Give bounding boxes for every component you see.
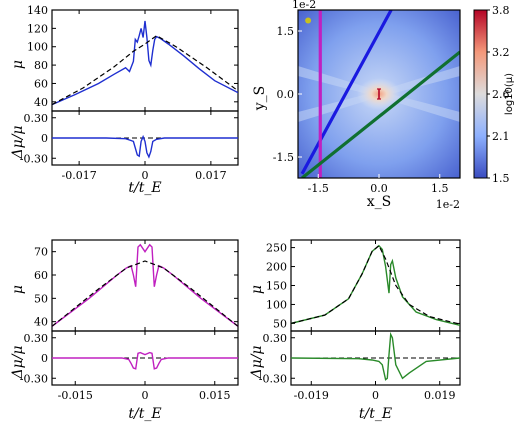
bottom-right-xtick-label: 0 (372, 389, 379, 402)
top-left-ytick-label: 40 (34, 96, 48, 109)
top-left-xtick-label: -0.017 (62, 169, 97, 182)
bottom-right-xtick-label: 0.019 (424, 389, 456, 402)
bottom-left-ytick-label: 70 (34, 246, 48, 259)
colorbar-tick-label: 2.6 (492, 88, 510, 101)
top-left-resid-ylabel: Δμ/μ (10, 125, 26, 159)
bottom-left-resid-ytick-label: 0 (41, 352, 48, 365)
map-ytick-label: -1.5 (273, 151, 294, 164)
source-track-line (300, 10, 393, 175)
bottom-right-xlabel: t/t_E (359, 406, 392, 422)
top-left-ytick-label: 120 (27, 22, 48, 35)
map-y-offset-label: 1e-2 (292, 0, 316, 11)
magnification-map (298, 10, 460, 178)
bottom-right-resid-ytick-label: 0.30 (263, 332, 288, 345)
bottom-right-lightcurve-line (291, 244, 460, 326)
bottom-right-resid-ylabel: Δμ/μ (249, 345, 265, 379)
bottom-right-ytick-label: 250 (266, 242, 287, 255)
bottom-right-ytick-label: 200 (266, 261, 287, 274)
bottom-right-ylabel: μ (249, 285, 265, 294)
colorbar-tick-label: 2.1 (492, 130, 510, 143)
bottom-left-main-axes-frame (51, 239, 239, 332)
bottom-left-ytick-label: 60 (34, 269, 48, 282)
bottom-left-ytick-label: 50 (34, 292, 48, 305)
bottom-right-model-dashed-line (291, 244, 460, 325)
colorbar-label: log10(μ) (504, 73, 515, 115)
bottom-left-resid-ytick-label: -0.30 (20, 372, 48, 385)
map-xtick-label: 1.5 (431, 182, 449, 195)
bottom-left-lightcurve-line (52, 243, 238, 327)
bottom-left-model-dashed-line (52, 260, 238, 327)
top-left-resid-ytick-label: 0.30 (24, 112, 49, 125)
bottom-right-resid-ytick-label: -0.30 (259, 372, 287, 385)
top-left-ytick-label: 60 (34, 77, 48, 90)
source-track-line (301, 50, 460, 178)
bottom-right-ytick-label: 100 (266, 298, 287, 311)
top-left-lightcurve-line (52, 20, 238, 106)
top-left-resid-ytick-label: 0 (41, 132, 48, 145)
top-left-ytick-label: 140 (27, 4, 48, 17)
bottom-right-ytick-label: 50 (273, 317, 287, 330)
start-point-marker (305, 17, 312, 24)
map-x-offset-label: 1e-2 (436, 198, 460, 211)
map-xtick-label: -1.5 (308, 182, 329, 195)
top-left-xtick-label: 0 (142, 169, 149, 182)
colorbar-tick-label: 1.5 (492, 172, 510, 185)
top-left-residual-line (52, 134, 238, 159)
top-left-xlabel: t/t_E (128, 180, 161, 196)
map-caustic-band-upper (298, 66, 460, 97)
bottom-left-ytick-label: 40 (34, 316, 48, 329)
map-ylabel: y_S (252, 86, 268, 112)
bottom-left-xtick-label: -0.015 (58, 389, 93, 402)
map-caustic-band-lower (298, 91, 460, 122)
top-left-xtick-label: 0.017 (195, 169, 227, 182)
colorbar (473, 9, 488, 179)
bottom-left-xtick-label: 0.015 (199, 389, 231, 402)
top-left-model-dashed-line (52, 34, 238, 106)
map-ytick-label: 0.0 (277, 88, 295, 101)
bottom-right-resid-ytick-label: 0 (280, 352, 287, 365)
bottom-right-ytick-label: 150 (266, 280, 287, 293)
bottom-left-resid-ytick-label: 0.30 (24, 332, 49, 345)
top-left-ytick-label: 100 (27, 41, 48, 54)
bottom-right-residual-line (291, 331, 460, 381)
map-xlabel: x_S (367, 194, 392, 210)
map-xtick-label: 0.0 (370, 182, 388, 195)
colorbar-tick-label: 3.8 (492, 4, 510, 17)
colorbar-tick-label: 3.2 (492, 46, 510, 59)
map-ytick-label: 1.5 (277, 25, 295, 38)
bottom-right-xtick-label: -0.019 (294, 389, 329, 402)
bottom-left-residual-line (52, 351, 238, 370)
bottom-left-ylabel: μ (10, 285, 26, 294)
top-left-ytick-label: 80 (34, 59, 48, 72)
top-left-ylabel: μ (10, 60, 26, 69)
bottom-left-resid-ylabel: Δμ/μ (10, 345, 26, 379)
bottom-left-xlabel: t/t_E (128, 406, 161, 422)
bottom-left-xtick-label: 0 (142, 389, 149, 402)
top-left-resid-ytick-label: -0.30 (20, 152, 48, 165)
